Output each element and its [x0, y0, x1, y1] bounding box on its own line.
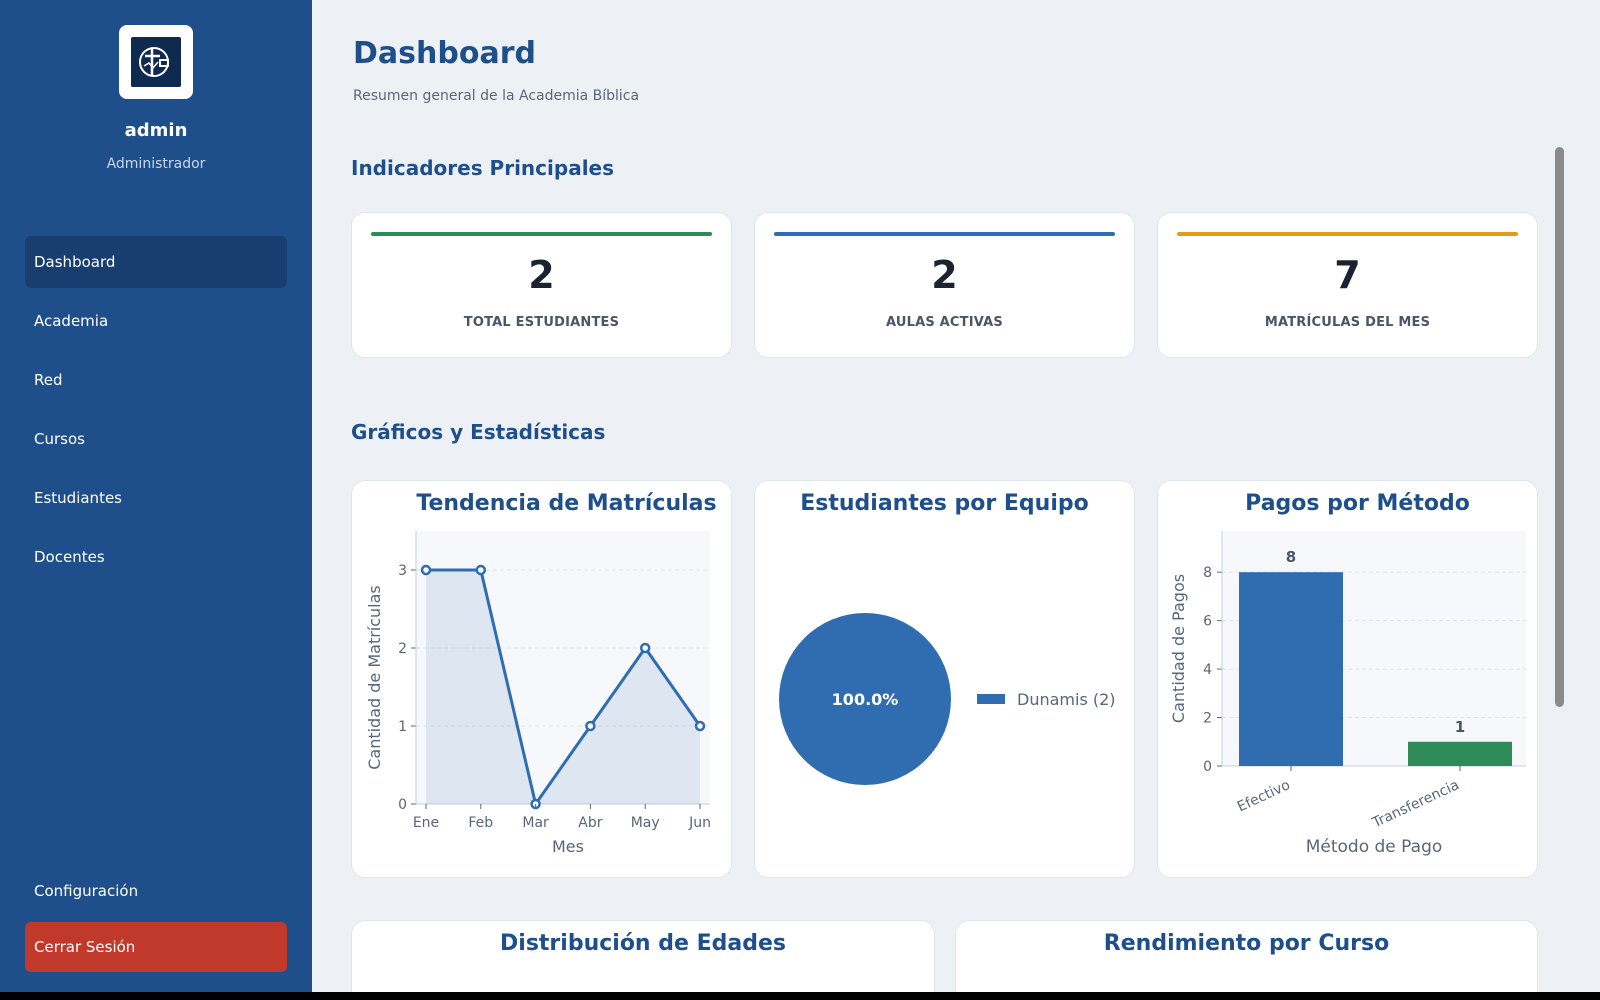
data-point — [475, 564, 487, 576]
chart-card-age-distribution: Distribución de Edades — [351, 920, 935, 992]
x-tick-label: Abr — [578, 815, 602, 831]
chart-title: Rendimiento por Curso — [1103, 931, 1390, 956]
page-subtitle: Resumen general de la Academia Bíblica — [353, 88, 640, 104]
y-axis-label: Cantidad de Matrículas — [365, 585, 384, 770]
chart-card-payments-by-method: 0 2 4 6 8 8 Efectivo 1 Transferencia Método de Pa… — [1157, 480, 1538, 878]
kpi-card-classrooms: 2 AULAS ACTIVAS — [754, 212, 1135, 358]
kpi-accent-bar — [1177, 232, 1518, 236]
sidebar-nav: Dashboard Academia Red Cursos Estudiante… — [25, 236, 287, 590]
user-name: admin — [124, 120, 188, 141]
main-content: Dashboard Resumen general de la Academia… — [312, 0, 1600, 992]
kpi-value: 2 — [528, 253, 555, 297]
y-tick-label: 0 — [1203, 759, 1212, 775]
legend-label: Dunamis (2) — [1017, 690, 1116, 709]
sidebar-item-red[interactable]: Red — [34, 371, 63, 389]
kpi-value: 2 — [931, 253, 958, 297]
section-title-kpis: Indicadores Principales — [351, 156, 615, 180]
sidebar-item-estudiantes[interactable]: Estudiantes — [34, 489, 122, 507]
line-chart: 0 1 2 3 Ene Feb Mar Abr May Jun Mes Cantidad de Mat… — [365, 531, 711, 856]
bar — [1408, 741, 1512, 766]
legend-swatch — [977, 694, 1005, 704]
pie-slice — [779, 613, 951, 785]
y-tick-label: 2 — [398, 641, 407, 657]
data-point — [639, 642, 651, 654]
x-tick-label: Transferencia — [1369, 777, 1462, 831]
y-tick-label: 0 — [398, 797, 407, 813]
x-tick-label: Jun — [688, 815, 711, 831]
sidebar-item-dashboard[interactable]: Dashboard — [25, 236, 287, 288]
kpi-value: 7 — [1334, 253, 1361, 297]
y-tick-label: 2 — [1203, 711, 1212, 727]
chart-title: Estudiantes por Equipo — [800, 491, 1089, 516]
chart-title: Tendencia de Matrículas — [416, 491, 717, 516]
chart-card-enrollment-trend: 0 1 2 3 Ene Feb Mar Abr May Jun Mes Cantidad de Mat… — [351, 480, 732, 878]
academy-logo — [119, 25, 193, 99]
logout-button[interactable]: Cerrar Sesión — [25, 922, 287, 972]
x-axis-label: Método de Pago — [1306, 837, 1443, 857]
y-tick-label: 1 — [398, 719, 407, 735]
y-tick-label: 4 — [1203, 662, 1212, 678]
kpi-label: AULAS ACTIVAS — [886, 315, 1003, 330]
bar-chart: 0 2 4 6 8 8 Efectivo 1 Transferencia Método de Pa… — [1169, 531, 1526, 857]
data-point — [585, 720, 596, 732]
y-tick-label: 3 — [398, 563, 407, 579]
data-point — [694, 720, 706, 732]
kpi-label: TOTAL ESTUDIANTES — [463, 315, 620, 330]
logo-emblem-icon — [131, 37, 181, 87]
kpi-accent-bar — [774, 232, 1115, 236]
chart-card-students-by-team: 100.0% Dunamis (2) Estudiantes por Equipo — [754, 480, 1135, 878]
bar-value-label: 8 — [1286, 548, 1296, 566]
bar — [1239, 572, 1343, 766]
sidebar: admin Administrador Dashboard Academia R… — [0, 0, 312, 992]
data-point — [420, 564, 432, 576]
y-tick-label: 6 — [1203, 614, 1212, 630]
x-tick-label: Ene — [413, 815, 439, 831]
x-tick-label: Efectivo — [1235, 777, 1293, 815]
pie-chart: 100.0% Dunamis (2) — [779, 613, 1116, 785]
kpi-accent-bar — [371, 232, 712, 236]
x-tick-label: Mar — [522, 815, 549, 831]
y-axis-label: Cantidad de Pagos — [1169, 574, 1188, 723]
x-axis-label: Mes — [552, 837, 584, 856]
chart-title: Pagos por Método — [1245, 491, 1470, 516]
chart-title: Distribución de Edades — [500, 931, 786, 956]
x-tick-label: May — [631, 815, 660, 831]
y-tick-label: 8 — [1203, 565, 1212, 581]
series-line — [426, 568, 702, 806]
page-title: Dashboard — [353, 36, 536, 71]
bar-value-label: 1 — [1455, 718, 1465, 736]
plot-area — [416, 531, 710, 804]
pie-percent-label: 100.0% — [832, 690, 899, 709]
sidebar-item-configuracion[interactable]: Configuración — [34, 882, 139, 900]
section-title-charts: Gráficos y Estadísticas — [351, 420, 606, 444]
x-tick-label: Feb — [468, 815, 493, 831]
scrollbar-thumb[interactable] — [1555, 147, 1564, 707]
kpi-card-enrollments: 7 MATRÍCULAS DEL MES — [1157, 212, 1538, 358]
sidebar-item-cursos[interactable]: Cursos — [34, 430, 85, 448]
kpi-label: MATRÍCULAS DEL MES — [1264, 315, 1431, 330]
chart-card-course-performance: Rendimiento por Curso — [955, 920, 1538, 992]
kpi-card-students: 2 TOTAL ESTUDIANTES — [351, 212, 732, 358]
sidebar-item-docentes[interactable]: Docentes — [34, 548, 105, 566]
sidebar-item-academia[interactable]: Academia — [34, 312, 109, 330]
user-role: Administrador — [106, 156, 206, 172]
